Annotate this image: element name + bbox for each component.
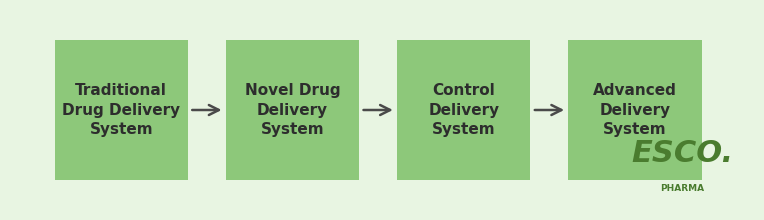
- Text: ESCO.: ESCO.: [632, 139, 733, 168]
- FancyBboxPatch shape: [568, 40, 701, 180]
- Text: Novel Drug
Delivery
System: Novel Drug Delivery System: [244, 83, 341, 137]
- FancyBboxPatch shape: [55, 40, 188, 180]
- Text: Traditional
Drug Delivery
System: Traditional Drug Delivery System: [62, 83, 180, 137]
- Text: Advanced
Delivery
System: Advanced Delivery System: [593, 83, 677, 137]
- FancyBboxPatch shape: [397, 40, 530, 180]
- FancyBboxPatch shape: [226, 40, 359, 180]
- Text: Control
Delivery
System: Control Delivery System: [429, 83, 500, 137]
- Text: PHARMA: PHARMA: [661, 184, 704, 193]
